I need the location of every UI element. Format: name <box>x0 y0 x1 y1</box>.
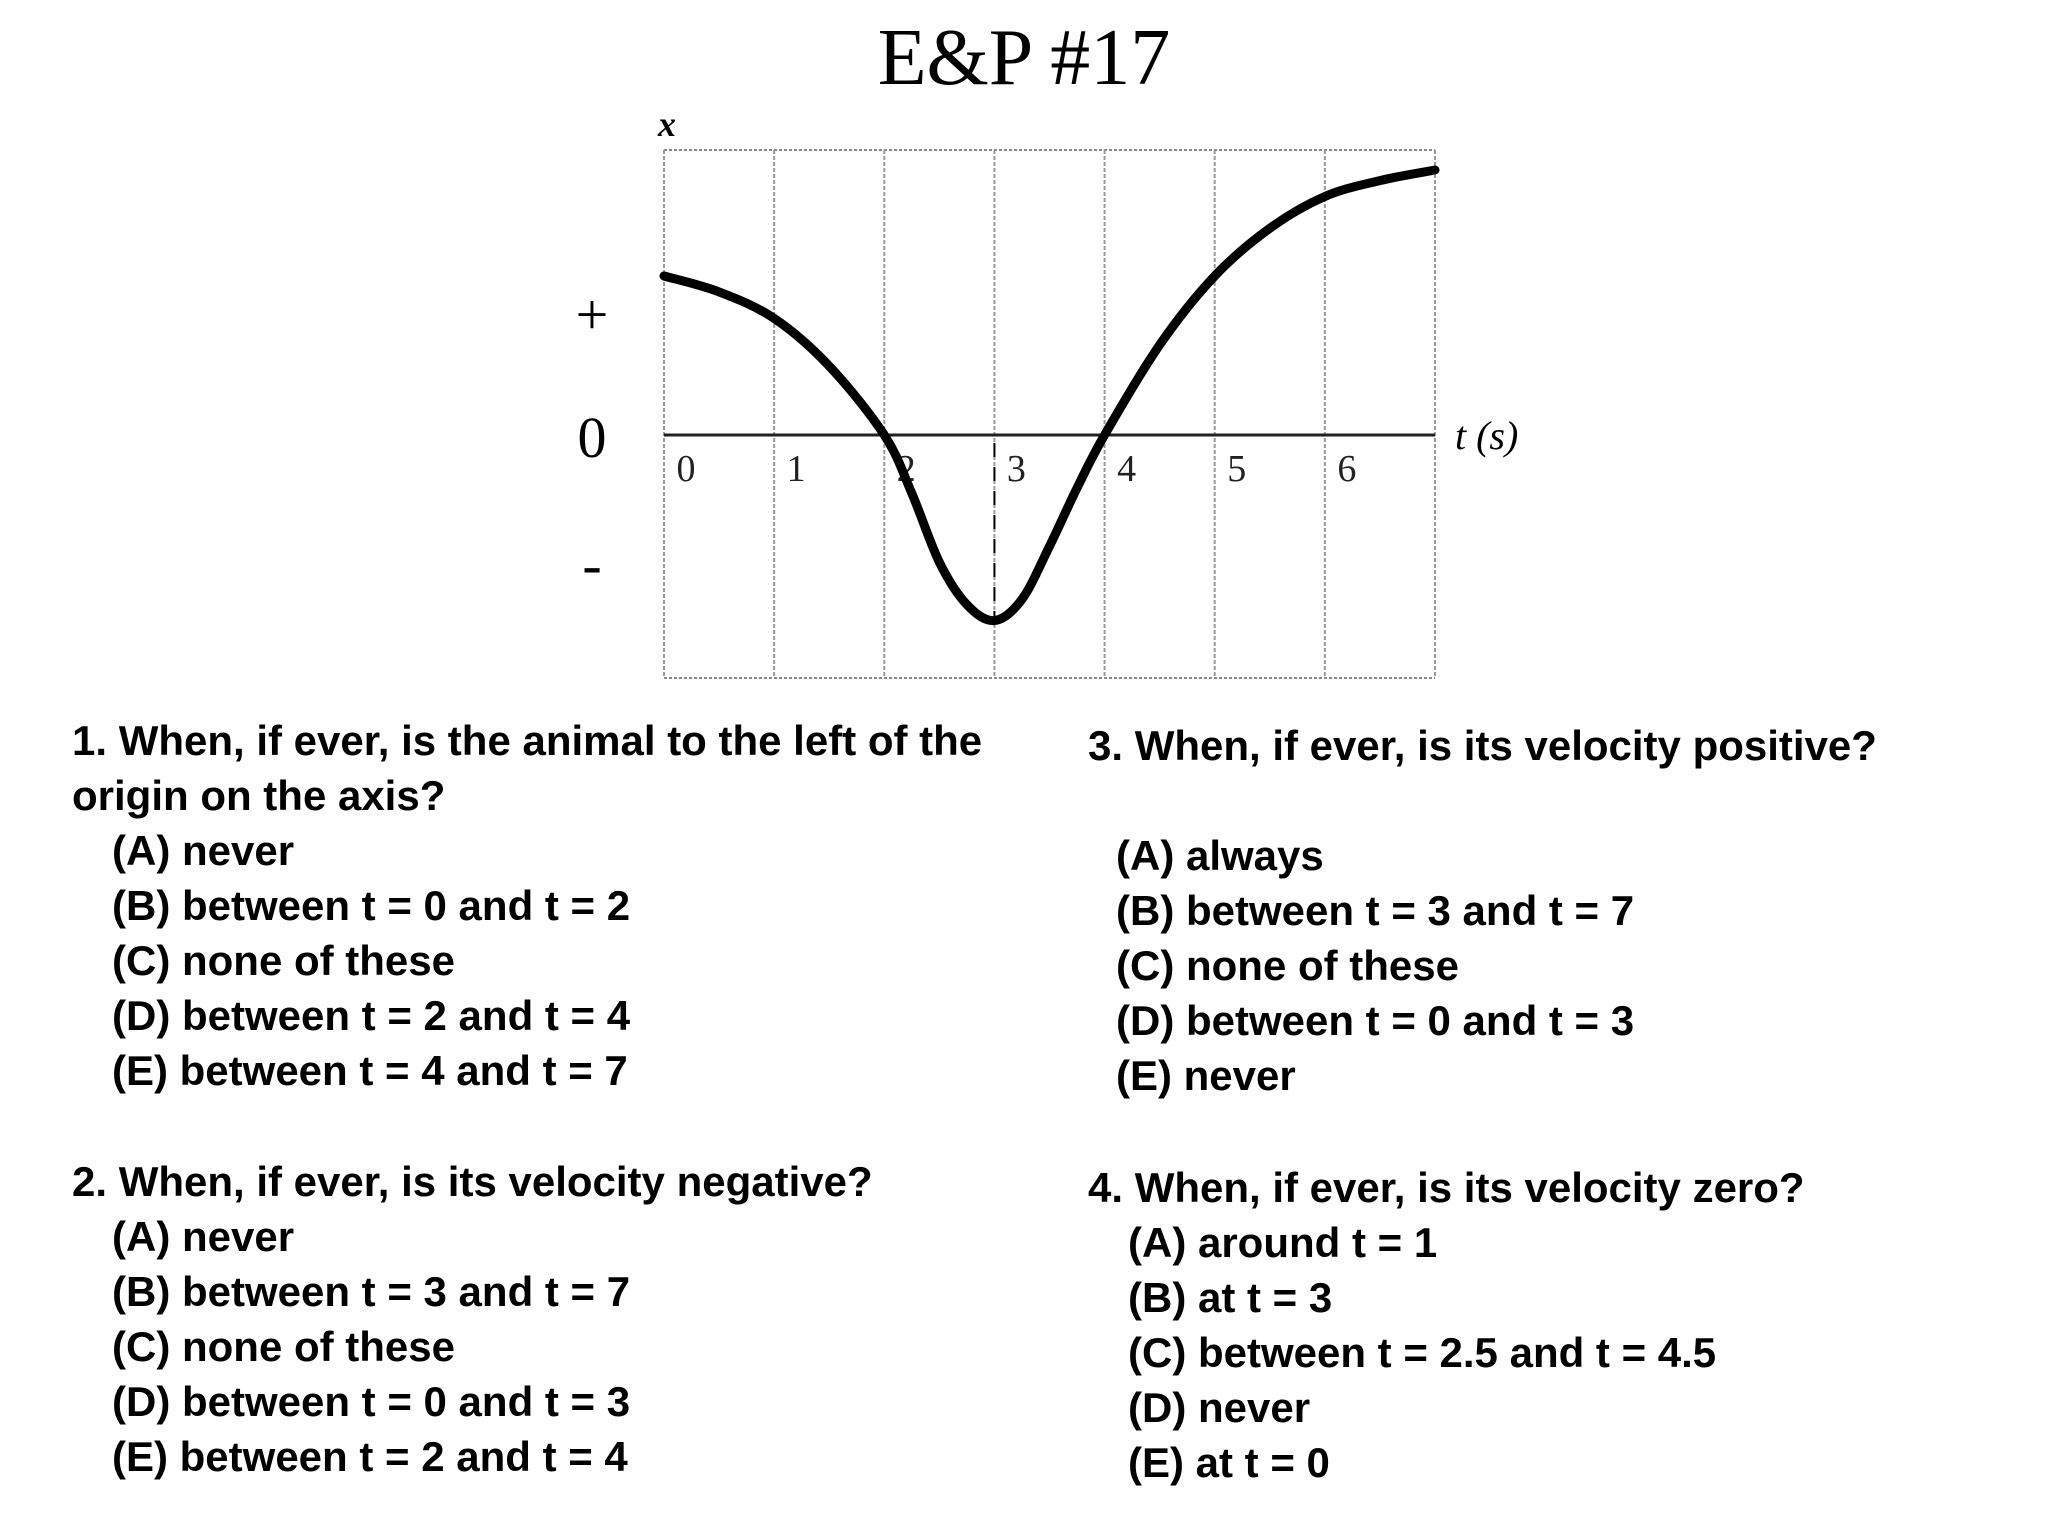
question-3-option-c[interactable]: (C) none of these <box>1116 942 1459 989</box>
x-tick-label-6: 6 <box>1337 448 1356 490</box>
page-title: E&P #17 <box>877 14 1171 102</box>
question-1-text: 1. When, if ever, is the animal to the l… <box>72 717 983 819</box>
question-3-option-b[interactable]: (B) between t = 3 and t = 7 <box>1116 887 1635 934</box>
x-tick-label-4: 4 <box>1117 448 1136 490</box>
question-2-option-c[interactable]: (C) none of these <box>112 1323 455 1370</box>
question-4-option-b[interactable]: (B) at t = 3 <box>1128 1274 1333 1321</box>
question-3-spacer <box>1088 773 2008 828</box>
y-plus-label: + <box>575 282 609 347</box>
question-2-option-e[interactable]: (E) between t = 2 and t = 4 <box>112 1433 628 1480</box>
question-4-option-c[interactable]: (C) between t = 2.5 and t = 4.5 <box>1128 1329 1717 1376</box>
x-tick-label-1: 1 <box>787 448 806 490</box>
question-2-option-a[interactable]: (A) never <box>112 1213 295 1260</box>
question-3: 3. When, if ever, is its velocity positi… <box>1088 718 2008 1103</box>
question-1-option-e[interactable]: (E) between t = 4 and t = 7 <box>112 1047 628 1094</box>
question-3-option-a[interactable]: (A) always <box>1116 832 1324 879</box>
question-3-option-d[interactable]: (D) between t = 0 and t = 3 <box>1116 997 1635 1044</box>
question-4-option-a[interactable]: (A) around t = 1 <box>1128 1219 1438 1266</box>
question-3-option-e[interactable]: (E) never <box>1116 1052 1296 1099</box>
y-axis-label: x <box>657 104 676 144</box>
question-4-option-e[interactable]: (E) at t = 0 <box>1128 1439 1330 1486</box>
question-4-option-d[interactable]: (D) never <box>1128 1384 1311 1431</box>
y-zero-label: 0 <box>577 405 607 470</box>
x-tick-label-3: 3 <box>1007 448 1026 490</box>
question-1-option-b[interactable]: (B) between t = 0 and t = 2 <box>112 882 631 929</box>
x-tick-label-5: 5 <box>1227 448 1246 490</box>
question-2-option-d[interactable]: (D) between t = 0 and t = 3 <box>112 1378 631 1425</box>
question-1-option-a[interactable]: (A) never <box>112 827 295 874</box>
y-minus-label: - <box>582 532 602 597</box>
question-2-text: 2. When, if ever, is its velocity negati… <box>72 1158 873 1205</box>
question-2-option-b[interactable]: (B) between t = 3 and t = 7 <box>112 1268 631 1315</box>
question-1-option-d[interactable]: (D) between t = 2 and t = 4 <box>112 992 631 1039</box>
x-tick-label-0: 0 <box>677 448 696 490</box>
question-3-text: 3. When, if ever, is its velocity positi… <box>1088 722 1877 769</box>
question-1: 1. When, if ever, is the animal to the l… <box>72 713 992 1098</box>
question-4: 4. When, if ever, is its velocity zero? … <box>1088 1160 2008 1490</box>
series-line-position <box>659 165 1440 626</box>
x-axis-label: t (s) <box>1455 413 1518 458</box>
question-1-option-c[interactable]: (C) none of these <box>112 937 455 984</box>
chart-grid <box>663 149 1436 679</box>
question-4-text: 4. When, if ever, is its velocity zero? <box>1088 1164 1805 1211</box>
question-2: 2. When, if ever, is its velocity negati… <box>72 1154 1022 1484</box>
